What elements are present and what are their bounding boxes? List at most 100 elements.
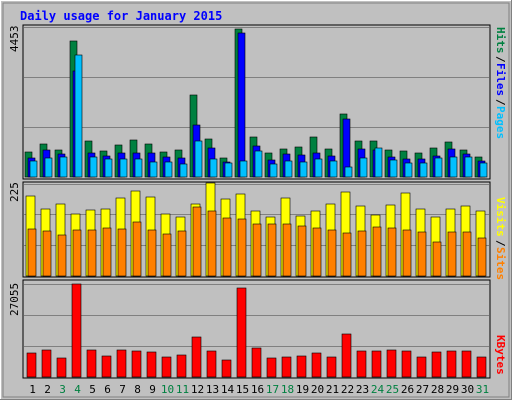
legend-hits: Hits xyxy=(494,27,507,54)
bar-kbytes-day-7 xyxy=(116,349,127,378)
bar-sites-day-17 xyxy=(267,223,277,277)
svg-text:Files: Files xyxy=(494,63,507,96)
day-label-25: 25 xyxy=(386,383,399,396)
bar-sites-day-10 xyxy=(162,233,172,277)
day-label-17: 17 xyxy=(266,383,279,396)
bar-pages-day-28 xyxy=(434,157,443,178)
bar-pages-day-10 xyxy=(164,161,173,178)
day-label-12: 12 xyxy=(191,383,204,396)
bar-sites-day-20 xyxy=(312,227,322,277)
legend-kbytes: KBytes xyxy=(494,335,507,375)
svg-text:/: / xyxy=(494,240,507,247)
day-label-26: 26 xyxy=(401,383,414,396)
bar-pages-day-22 xyxy=(344,166,353,178)
svg-text:KBytes: KBytes xyxy=(494,335,507,375)
bar-pages-day-2 xyxy=(44,157,53,178)
bar-pages-day-7 xyxy=(119,158,128,178)
bar-kbytes-day-29 xyxy=(446,350,457,378)
legend-sep-3: / xyxy=(494,240,507,247)
legend-pages: Pages xyxy=(494,106,507,139)
bar-kbytes-day-23 xyxy=(356,350,367,378)
bar-sites-day-21 xyxy=(327,229,337,277)
ymax-kbytes-label: 27055 xyxy=(8,283,21,316)
bar-pages-day-24 xyxy=(374,147,383,178)
bar-sites-day-12 xyxy=(192,206,202,277)
day-label-13: 13 xyxy=(206,383,219,396)
day-label-31: 31 xyxy=(476,383,489,396)
bar-sites-day-30 xyxy=(462,231,472,277)
bar-sites-day-29 xyxy=(447,231,457,277)
bar-pages-day-27 xyxy=(419,162,428,178)
bar-sites-day-16 xyxy=(252,223,262,277)
ymax-visits-label: 225 xyxy=(8,182,21,202)
bar-pages-day-20 xyxy=(314,158,323,178)
day-label-19: 19 xyxy=(296,383,309,396)
bar-sites-day-26 xyxy=(402,229,412,277)
day-label-27: 27 xyxy=(416,383,429,396)
bar-pages-day-17 xyxy=(269,163,278,178)
bar-pages-day-9 xyxy=(149,161,158,178)
bar-kbytes-day-17 xyxy=(266,357,277,378)
day-label-1: 1 xyxy=(29,383,36,396)
bar-kbytes-day-18 xyxy=(281,356,292,378)
day-label-15: 15 xyxy=(236,383,249,396)
bar-sites-day-24 xyxy=(372,226,382,277)
bar-pages-day-29 xyxy=(449,156,458,178)
bar-kbytes-day-20 xyxy=(311,352,322,378)
bar-kbytes-day-30 xyxy=(461,350,472,378)
bar-kbytes-day-14 xyxy=(221,359,232,378)
bar-files-day-15 xyxy=(237,32,246,178)
bar-pages-day-18 xyxy=(284,160,293,178)
bar-kbytes-day-5 xyxy=(86,349,97,378)
day-label-18: 18 xyxy=(281,383,294,396)
day-label-14: 14 xyxy=(221,383,235,396)
legend-top: Hits xyxy=(494,27,507,54)
svg-text:/: / xyxy=(494,99,507,106)
bar-kbytes-day-27 xyxy=(416,356,427,378)
bar-pages-day-13 xyxy=(209,158,218,178)
bar-kbytes-day-10 xyxy=(161,356,172,378)
day-label-10: 10 xyxy=(161,383,174,396)
legend-files: Files xyxy=(494,63,507,96)
bar-pages-day-16 xyxy=(254,150,263,178)
day-label-7: 7 xyxy=(119,383,126,396)
bar-kbytes-day-15 xyxy=(236,287,247,378)
bar-kbytes-day-9 xyxy=(146,351,157,378)
svg-text:Sites: Sites xyxy=(494,247,507,280)
bar-pages-day-30 xyxy=(464,156,473,178)
bar-sites-day-7 xyxy=(117,228,127,277)
bar-pages-day-31 xyxy=(479,162,488,178)
bar-sites-day-4 xyxy=(72,229,82,277)
bar-sites-day-3 xyxy=(57,234,67,277)
bar-sites-day-18 xyxy=(282,223,292,277)
day-label-11: 11 xyxy=(176,383,189,396)
bar-pages-day-5 xyxy=(89,156,98,178)
bar-kbytes-day-28 xyxy=(431,351,442,378)
legend-visits: Visits xyxy=(494,197,507,237)
bar-kbytes-day-6 xyxy=(101,355,112,378)
bar-pages-day-12 xyxy=(194,140,203,178)
bar-pages-day-15 xyxy=(239,160,248,178)
bar-pages-day-21 xyxy=(329,160,338,178)
bar-kbytes-day-26 xyxy=(401,350,412,378)
bar-pages-day-19 xyxy=(299,161,308,178)
bar-kbytes-day-31 xyxy=(476,356,487,378)
bar-sites-day-25 xyxy=(387,227,397,277)
bar-kbytes-day-22 xyxy=(341,333,352,378)
bar-sites-day-2 xyxy=(42,230,52,277)
bar-pages-day-23 xyxy=(359,157,368,178)
day-labels: 1 2 3 4 5 6 7 8 9 10 11 12 13 14 15 16 17 18 19 20 21 22 23 24 2… xyxy=(29,383,489,396)
day-label-16: 16 xyxy=(251,383,264,396)
bar-pages-day-26 xyxy=(404,162,413,178)
day-label-3: 3 xyxy=(59,383,66,396)
day-label-28: 28 xyxy=(431,383,444,396)
bar-sites-day-5 xyxy=(87,229,97,277)
bar-kbytes-day-3 xyxy=(56,357,67,378)
day-label-23: 23 xyxy=(356,383,369,396)
bar-sites-day-23 xyxy=(357,230,367,277)
day-label-6: 6 xyxy=(104,383,111,396)
day-label-5: 5 xyxy=(89,383,96,396)
bar-sites-day-13 xyxy=(207,210,217,277)
bars xyxy=(24,28,488,378)
bar-kbytes-day-25 xyxy=(386,349,397,378)
